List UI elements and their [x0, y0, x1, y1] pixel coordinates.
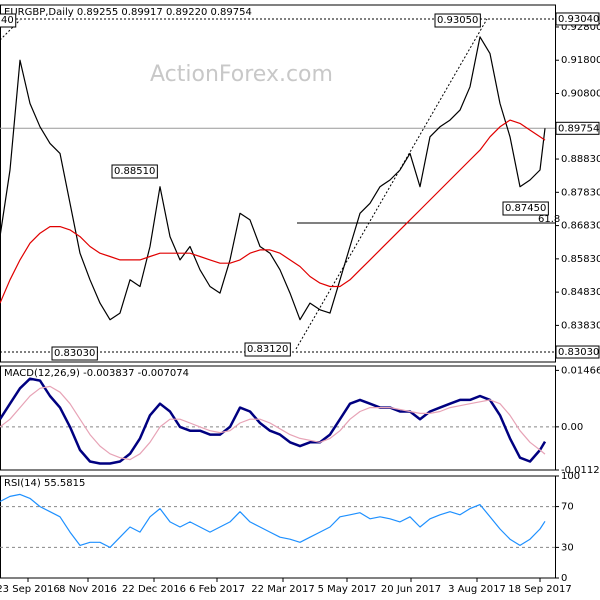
level-label: 0.83030 — [558, 347, 599, 358]
x-tick-label: 6 Feb 2017 — [189, 584, 245, 595]
y-tick-label: 0.87830 — [561, 187, 600, 198]
panel-title: MACD(12,26,9) -0.003837 -0.007074 — [4, 368, 189, 379]
y-tick-label: 0.84830 — [561, 287, 600, 298]
trend-line — [295, 18, 488, 350]
level-label: 0.93040 — [558, 14, 599, 25]
y-tick-label: 0.83830 — [561, 320, 600, 331]
level-box — [555, 345, 600, 359]
x-tick-label: 3 Aug 2017 — [448, 584, 506, 595]
panel-frame — [0, 475, 556, 579]
x-tick-label: 20 Jun 2017 — [381, 584, 441, 595]
annotation: 0.83120 — [247, 344, 288, 355]
y-tick-label: 30 — [561, 542, 574, 553]
panel-title: RSI(14) 55.5815 — [4, 478, 85, 489]
annotation: 0.93050 — [437, 15, 478, 26]
annotation-box — [0, 13, 17, 28]
annotation-box — [51, 346, 98, 361]
y-tick-label: -0.011202 — [561, 465, 600, 476]
annotation-box — [434, 13, 481, 28]
annotation-box — [111, 164, 158, 179]
y-tick-label: 0.014661 — [561, 365, 600, 376]
y-tick-label: 0.85830 — [561, 254, 600, 265]
level-box — [555, 12, 600, 26]
watermark: ActionForex.com — [150, 62, 333, 87]
x-tick-label: 23 Sep 2016 — [0, 584, 60, 595]
series-line — [0, 493, 546, 548]
series-line — [0, 385, 546, 461]
series-line — [0, 36, 546, 321]
level-label: 0.89754 — [558, 123, 599, 134]
x-tick-label: 22 Mar 2017 — [251, 584, 314, 595]
series-line — [0, 119, 546, 304]
x-tick-label: 18 Sep 2017 — [508, 584, 571, 595]
level-box — [555, 121, 600, 135]
annotation: 0.87450 — [505, 203, 546, 214]
annotation-box — [244, 342, 291, 357]
x-tick-label: 8 Nov 2016 — [59, 584, 117, 595]
y-tick-label: 0.92800 — [561, 22, 600, 33]
x-tick-label: 22 Dec 2016 — [122, 584, 186, 595]
annotation: 40 — [1, 15, 14, 26]
y-tick-label: 0.00 — [561, 422, 583, 433]
y-tick-label: 0.91800 — [561, 55, 600, 66]
annotation: 0.83030 — [54, 348, 95, 359]
y-tick-label: 0.90800 — [561, 89, 600, 100]
series-line — [0, 377, 547, 465]
y-tick-label: 0.86830 — [561, 221, 600, 232]
y-tick-label: 0 — [561, 573, 567, 584]
annotation-box — [502, 201, 549, 216]
y-tick-label: 0.88830 — [561, 154, 600, 165]
y-tick-label: 100 — [561, 471, 580, 482]
x-tick-label: 5 May 2017 — [318, 584, 377, 595]
panel-title: EURGBP,Daily 0.89255 0.89917 0.89220 0.8… — [4, 7, 252, 18]
trend-line — [0, 19, 21, 41]
annotation: 0.88510 — [114, 166, 155, 177]
y-tick-label: 70 — [561, 502, 574, 513]
annotation: 61.8 — [538, 214, 560, 225]
panel-frame — [0, 4, 556, 363]
